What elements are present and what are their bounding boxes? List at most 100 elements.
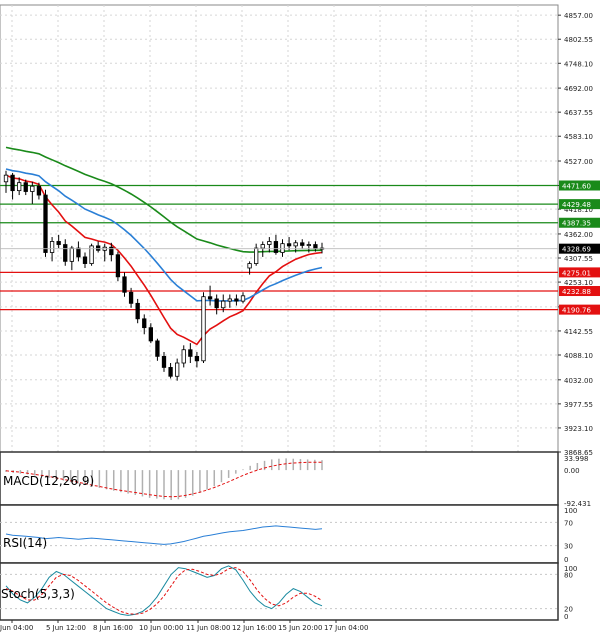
macd-axis-label: -92.431 — [564, 500, 591, 508]
stoch-axis-label: 80 — [564, 571, 573, 579]
candle-body — [63, 244, 68, 262]
candle-body — [293, 242, 298, 247]
candle-body — [76, 247, 81, 258]
price-axis-label: 4142.55 — [564, 328, 593, 336]
stoch-axis-label: 20 — [564, 606, 573, 614]
candle-body — [10, 174, 15, 192]
macd-panel: 33.998 0.00 -92.431 MACD(12,26,9) — [0, 451, 591, 508]
candle-body — [69, 247, 74, 262]
candle-body — [155, 340, 160, 357]
candle-body — [201, 296, 206, 362]
candle-body — [267, 241, 272, 245]
time-axis-label: 17 Jun 04:00 — [324, 624, 368, 632]
candle-body — [3, 174, 9, 183]
stoch-axis-label: 100 — [564, 565, 577, 573]
candle-body — [30, 185, 35, 192]
level-tag — [559, 286, 600, 297]
candle-body — [194, 355, 200, 362]
ma-fast-line — [5, 174, 323, 346]
price-axis-label: 4362.00 — [564, 231, 593, 239]
time-axis-label: 5 Jun 12:00 — [46, 624, 86, 632]
macd-axis-label: 33.998 — [564, 455, 589, 463]
candle-body — [96, 245, 101, 251]
macd-signal-line — [5, 461, 322, 498]
price-axis-label: 4307.55 — [564, 255, 593, 263]
candle-body — [280, 243, 285, 253]
candle-body — [273, 241, 279, 253]
candle-body — [49, 241, 55, 253]
candle-body — [234, 298, 239, 302]
level-tag — [559, 217, 600, 228]
rsi-plot-area — [0, 504, 559, 564]
level-tag — [559, 199, 600, 210]
candle-body — [122, 276, 127, 293]
candle-body — [148, 327, 153, 342]
candle-body — [300, 242, 305, 246]
candle-body — [181, 349, 186, 364]
ma-mid-line — [5, 168, 323, 302]
stoch-d-line — [5, 567, 323, 615]
candle-body — [306, 244, 311, 246]
stoch-k-line — [5, 565, 323, 616]
stoch-plot-area — [0, 562, 559, 621]
candle-body — [89, 245, 94, 264]
level-tag — [559, 180, 600, 191]
time-axis-label: 8 Jun 16:00 — [93, 624, 133, 632]
time-axis-label: 12 Jun 16:00 — [232, 624, 276, 632]
candle-body — [109, 246, 114, 256]
price-axis-label: 4032.00 — [564, 377, 593, 385]
candle-body — [221, 300, 226, 309]
time-axis: Jun 04:00 5 Jun 12:00 8 Jun 16:00 10 Jun 00… — [0, 619, 558, 632]
candle-body — [43, 194, 48, 253]
candle-body — [56, 241, 61, 245]
candle-body — [23, 182, 28, 192]
time-axis-label: 10 Jun 00:00 — [139, 624, 183, 632]
level-label: 4387.35 — [562, 220, 591, 228]
price-axis-label: 4748.10 — [564, 60, 593, 68]
candle-body — [161, 355, 167, 368]
level-tag — [559, 304, 600, 315]
time-axis-label: 11 Jun 08:00 — [186, 624, 230, 632]
level-tag — [559, 267, 600, 278]
candle-body — [286, 243, 292, 247]
price-axis-label: 4253.10 — [564, 279, 593, 287]
rsi-axis-label: 30 — [564, 543, 573, 551]
price-axis-label: 3923.10 — [564, 425, 593, 433]
rsi-line — [5, 525, 323, 545]
rsi-axis-label: 100 — [564, 507, 577, 515]
rsi-axis-label: 70 — [564, 519, 573, 527]
candle-body — [207, 296, 213, 300]
level-label: 4471.60 — [562, 183, 591, 191]
level-label: 4275.01 — [562, 269, 591, 277]
price-axis-label: 4418.10 — [564, 206, 593, 214]
candle-body — [188, 349, 193, 357]
time-axis-label: Jun 04:00 — [0, 624, 33, 632]
main-plot-area — [0, 4, 559, 453]
price-axis-label: 4583.10 — [564, 133, 593, 141]
current-price-tag — [559, 243, 600, 254]
price-axis-label: 4692.00 — [564, 85, 593, 93]
candle-body — [227, 298, 232, 302]
level-label: 4232.88 — [562, 288, 591, 296]
rsi-axis-label: 0 — [564, 556, 568, 564]
level-label: 4190.76 — [562, 307, 591, 315]
stoch-axis-label: 0 — [564, 613, 568, 621]
rsi-panel: 100 70 30 0 RSI(14) — [0, 504, 577, 564]
macd-axis-label: 0.00 — [564, 467, 580, 475]
candle-body — [36, 185, 42, 196]
level-label: 4429.48 — [562, 201, 591, 209]
candle-body — [17, 182, 22, 192]
price-axis-label: 4088.10 — [564, 352, 593, 360]
candle-body — [214, 298, 219, 309]
candle-body — [247, 263, 252, 269]
candle-body — [135, 302, 140, 320]
candle-body — [115, 254, 121, 278]
candle-body — [313, 244, 318, 249]
rsi-label: RSI(14) — [3, 536, 47, 550]
candle-body — [142, 318, 147, 329]
candle-body — [82, 256, 88, 264]
main-price-panel: 4857.00 4802.55 4748.10 4692.00 4637.55 4583.… — [0, 4, 600, 457]
candle-body — [240, 295, 246, 302]
